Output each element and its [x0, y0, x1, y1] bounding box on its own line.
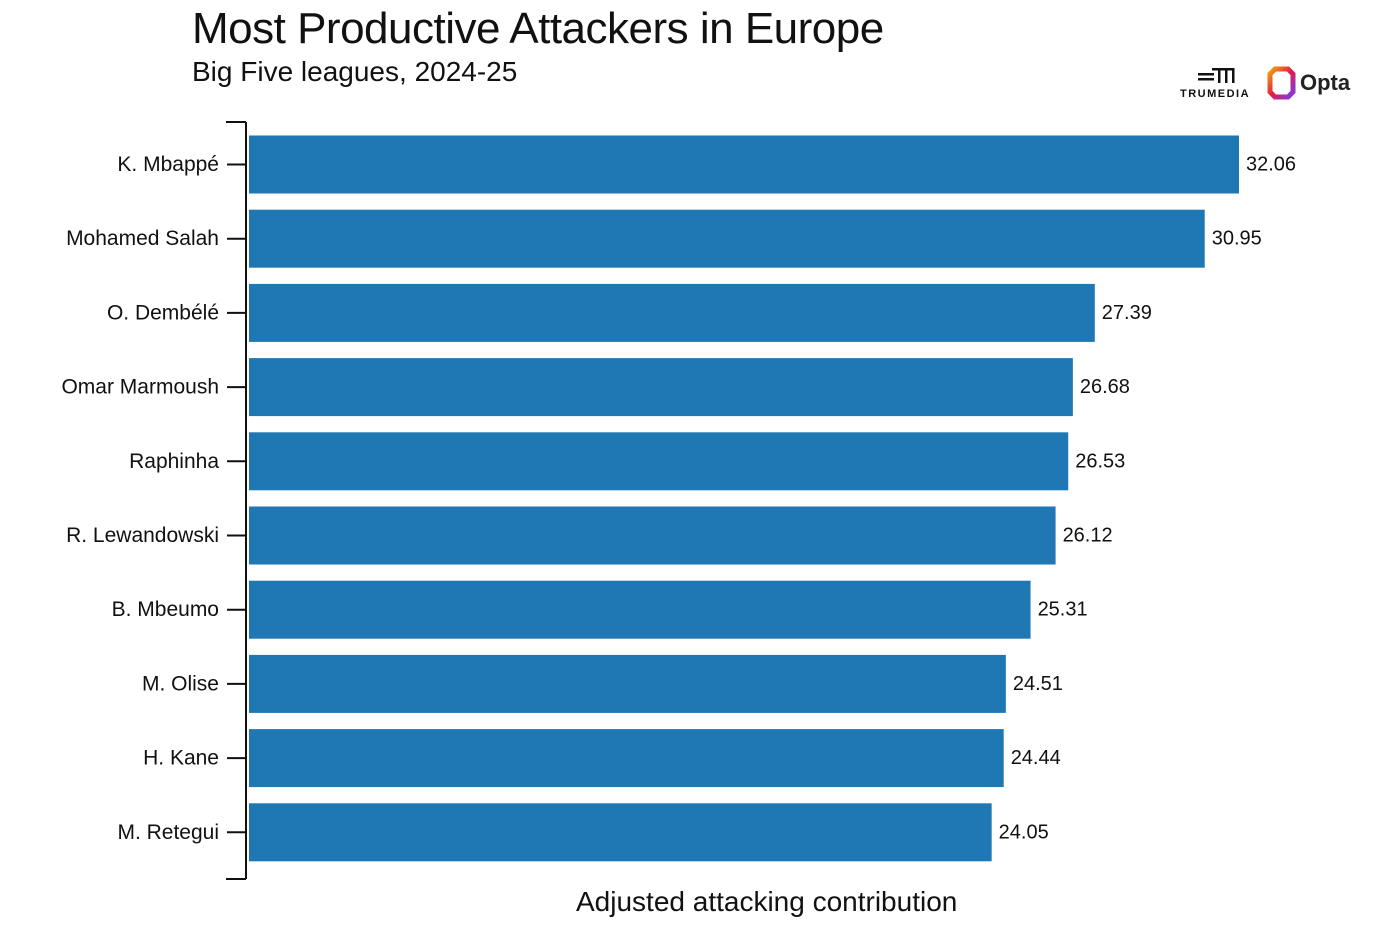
y-tick-label: O. Dembélé: [107, 301, 219, 324]
bar: [249, 654, 1006, 713]
data-label: 26.68: [1080, 376, 1130, 398]
trumedia-logo: TRUMEDIA: [1180, 64, 1256, 104]
data-label: 24.44: [1011, 747, 1061, 769]
data-label: 24.51: [1013, 673, 1063, 695]
bar: [249, 358, 1073, 417]
opta-logo: Opta: [1266, 66, 1366, 102]
data-label: 26.53: [1075, 450, 1125, 472]
bar: [249, 432, 1069, 491]
chart-subtitle: Big Five leagues, 2024-25: [192, 56, 518, 87]
data-label: 30.95: [1212, 228, 1262, 250]
y-tick-label: H. Kane: [143, 747, 219, 770]
data-label: 26.12: [1063, 525, 1113, 547]
bar: [249, 580, 1031, 639]
opta-mark-icon: [1267, 66, 1296, 100]
chart-title: Most Productive Attackers in Europe: [192, 4, 884, 53]
data-label: 27.39: [1102, 302, 1152, 324]
bar: [249, 135, 1239, 194]
source-logos: TRUMEDIA Opta: [1180, 64, 1370, 104]
y-tick-label: Omar Marmoush: [61, 376, 219, 399]
bar: [249, 209, 1205, 268]
y-tick-label: Mohamed Salah: [66, 227, 219, 250]
y-tick-label: B. Mbeumo: [112, 598, 219, 621]
bar: [249, 506, 1056, 565]
opta-wordmark: Opta: [1300, 70, 1351, 95]
y-tick-label: M. Olise: [142, 672, 219, 695]
y-tick-label: K. Mbappé: [117, 153, 219, 176]
trumedia-wordmark: TRUMEDIA: [1180, 88, 1251, 100]
bar: [249, 803, 992, 862]
y-tick-label: R. Lewandowski: [66, 524, 219, 547]
bar: [249, 729, 1004, 788]
trumedia-mark-icon: [1198, 68, 1235, 83]
y-tick-label: Raphinha: [129, 450, 219, 473]
data-label: 24.05: [999, 821, 1049, 843]
data-label: 32.06: [1246, 154, 1296, 176]
x-axis-label: Adjusted attacking contribution: [576, 886, 958, 917]
bar: [249, 283, 1095, 342]
data-label: 25.31: [1038, 599, 1088, 621]
y-tick-label: M. Retegui: [117, 821, 219, 844]
